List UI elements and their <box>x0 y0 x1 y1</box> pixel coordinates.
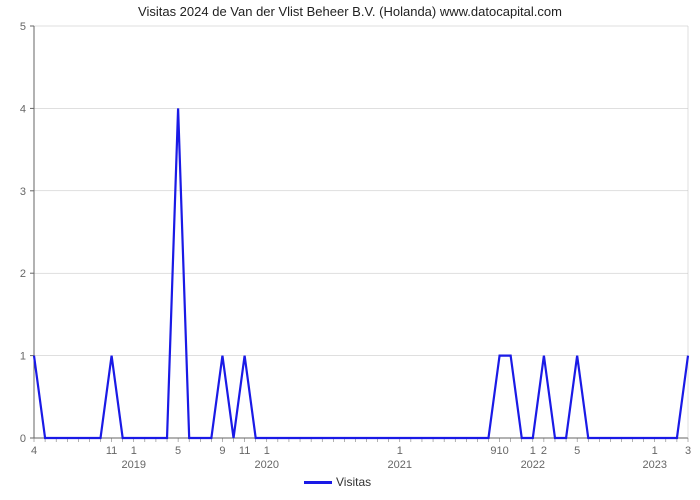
x-year-label: 2020 <box>255 459 279 471</box>
y-tick-label: 0 <box>20 433 26 445</box>
x-tick-label: 1 <box>397 445 403 457</box>
x-year-label: 2023 <box>643 459 667 471</box>
y-tick-label: 4 <box>20 103 26 115</box>
x-tick-label: 11 <box>106 445 117 457</box>
y-tick-label: 5 <box>20 21 26 33</box>
line-chart: 0123454111201959111202012021910120222512… <box>0 0 700 500</box>
x-year-label: 2021 <box>388 459 412 471</box>
x-tick-label: 4 <box>31 445 37 457</box>
legend-swatch <box>304 481 332 484</box>
x-year-label: 2019 <box>122 459 146 471</box>
x-tick-label: 2 <box>541 445 547 457</box>
x-tick-label: 5 <box>175 445 181 457</box>
x-tick-label: 1 <box>264 445 270 457</box>
x-tick-label: 1 <box>530 445 536 457</box>
chart-container: 0123454111201959111202012021910120222512… <box>0 0 700 500</box>
y-tick-label: 1 <box>20 351 26 363</box>
x-tick-label: 9 <box>219 445 225 457</box>
x-tick-label: 3 <box>685 445 691 457</box>
y-tick-label: 3 <box>20 186 26 198</box>
x-tick-label: 5 <box>574 445 580 457</box>
x-tick-label: 910 <box>490 445 508 457</box>
chart-bg <box>0 0 700 500</box>
x-year-label: 2022 <box>521 459 545 471</box>
x-tick-label: 1 <box>131 445 137 457</box>
x-tick-label: 1 <box>652 445 658 457</box>
legend-label: Visitas <box>336 475 371 489</box>
y-tick-label: 2 <box>20 268 26 280</box>
chart-title: Visitas 2024 de Van der Vlist Beheer B.V… <box>138 4 562 19</box>
x-tick-label: 11 <box>239 445 250 457</box>
